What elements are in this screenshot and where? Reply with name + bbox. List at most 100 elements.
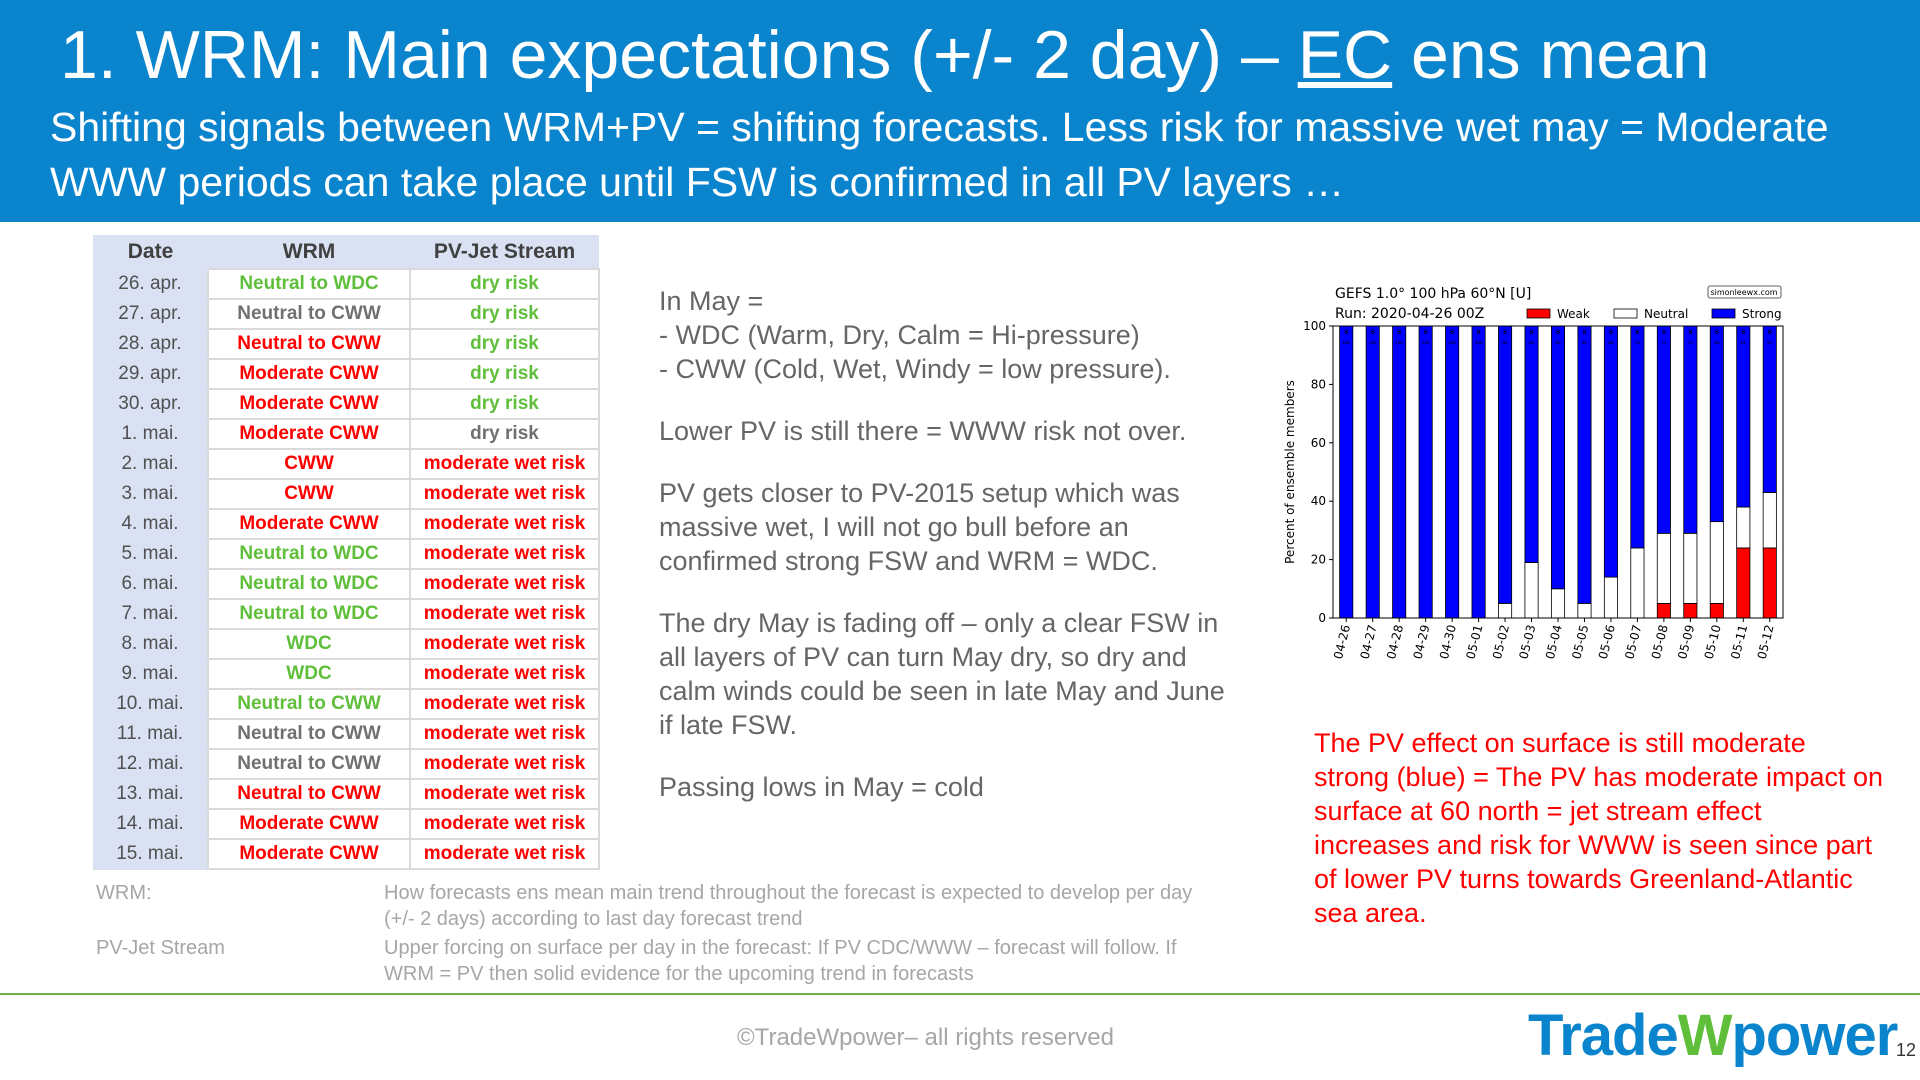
cell-date: 2. mai. xyxy=(93,448,208,480)
title-text-end: ens mean xyxy=(1392,17,1710,93)
table-row: 5. mai. Neutral to WDC moderate wet risk xyxy=(93,538,600,570)
bar-label-letter: S xyxy=(1768,330,1772,336)
bar-strong xyxy=(1656,325,1671,534)
cell-date: 15. mai. xyxy=(93,838,208,870)
footer-divider xyxy=(0,993,1920,995)
analysis-paragraph: In May = - WDC (Warm, Dry, Calm = Hi-pre… xyxy=(659,286,1171,384)
bar-label-value: 100 xyxy=(1395,340,1403,345)
gefs-chart: GEFS 1.0° 100 hPa 60°N [U] Run: 2020-04-2… xyxy=(1283,285,1784,661)
cell-date: 27. apr. xyxy=(93,298,208,330)
cell-pv: dry risk xyxy=(409,358,600,390)
legend-swatch-strong xyxy=(1711,308,1736,319)
cell-date: 26. apr. xyxy=(93,268,208,300)
bar-label-value: 71 xyxy=(1661,340,1667,345)
bar-neutral xyxy=(1577,602,1592,619)
x-tick-label: 05-11 xyxy=(1728,623,1750,660)
bar-label-letter: S xyxy=(1662,330,1666,336)
cell-date: 14. mai. xyxy=(93,808,208,840)
footnote-desc-pv: Upper forcing on surface per day in the … xyxy=(384,937,1177,985)
cell-pv: moderate wet risk xyxy=(409,628,600,660)
chart-title: GEFS 1.0° 100 hPa 60°N [U] xyxy=(1335,286,1531,302)
bar-strong xyxy=(1498,325,1513,604)
bar-label-value: 66 xyxy=(1714,340,1720,345)
y-tick-label: 0 xyxy=(1318,611,1326,625)
table-row: 27. apr. Neutral to CWW dry risk xyxy=(93,298,600,330)
y-tick-label: 40 xyxy=(1311,494,1326,508)
cell-date: 9. mai. xyxy=(93,658,208,690)
x-tick-label: 04-29 xyxy=(1411,623,1433,660)
x-tick-label: 05-03 xyxy=(1516,623,1538,660)
bar-label-letter: S xyxy=(1424,330,1428,336)
bar-strong xyxy=(1550,325,1566,590)
table-row: 15. mai. Moderate CWW moderate wet risk xyxy=(93,838,600,870)
x-tick-label: 05-08 xyxy=(1649,623,1671,660)
cell-pv: moderate wet risk xyxy=(409,808,600,840)
bar-weak xyxy=(1736,547,1751,619)
header-banner: 1. WRM: Main expectations (+/- 2 day) – … xyxy=(0,0,1920,222)
bar-label-letter: S xyxy=(1715,330,1719,336)
bar-label-value: 100 xyxy=(1369,340,1377,345)
table-row: 1. mai. Moderate CWW dry risk xyxy=(93,418,600,450)
slide-title: 1. WRM: Main expectations (+/- 2 day) – … xyxy=(60,16,1710,94)
x-tick-label: 05-07 xyxy=(1622,623,1644,660)
cell-pv: dry risk xyxy=(409,298,600,330)
col-wrm: WRM xyxy=(208,235,410,269)
bar-weak xyxy=(1762,547,1777,619)
bar-label-value: 71 xyxy=(1688,340,1694,345)
cell-wrm: Neutral to CWW xyxy=(207,748,411,780)
bar-neutral xyxy=(1498,602,1513,619)
bar-label-letter: S xyxy=(1503,330,1507,336)
cell-pv: dry risk xyxy=(409,418,600,450)
copyright: ©TradeWpower– all rights reserved xyxy=(737,1024,1114,1051)
bar-label-letter: S xyxy=(1371,330,1375,336)
bar-label-letter: S xyxy=(1582,330,1586,336)
bar-strong xyxy=(1630,325,1645,549)
cell-date: 5. mai. xyxy=(93,538,208,570)
bar-label-value: 61 xyxy=(1741,340,1747,345)
col-pv: PV-Jet Stream xyxy=(410,235,599,269)
table-row: 29. apr. Moderate CWW dry risk xyxy=(93,358,600,390)
legend-swatch-weak xyxy=(1526,308,1551,319)
bar-label-letter: S xyxy=(1530,330,1534,336)
bar-weak xyxy=(1683,602,1698,619)
cell-pv: moderate wet risk xyxy=(409,748,600,780)
cell-wrm: Moderate CWW xyxy=(207,388,411,420)
plot-frame xyxy=(1332,325,1784,619)
cell-date: 10. mai. xyxy=(93,688,208,720)
cell-pv: moderate wet risk xyxy=(409,598,600,630)
cell-date: 11. mai. xyxy=(93,718,208,750)
y-tick-label: 60 xyxy=(1311,436,1326,450)
bar-strong xyxy=(1471,325,1486,619)
cell-pv: dry risk xyxy=(409,388,600,420)
cell-date: 30. apr. xyxy=(93,388,208,420)
table-row: 6. mai. Neutral to WDC moderate wet risk xyxy=(93,568,600,600)
table-row: 2. mai. CWW moderate wet risk xyxy=(93,448,600,480)
forecast-table: Date WRM PV-Jet Stream 26. apr. Neutral t… xyxy=(93,235,600,870)
table-row: 10. mai. Neutral to CWW moderate wet risk xyxy=(93,688,600,720)
bar-label-value: 95 xyxy=(1503,340,1509,345)
analysis-text: In May = - WDC (Warm, Dry, Calm = Hi-pre… xyxy=(659,284,1239,832)
legend-label-strong: Strong xyxy=(1742,307,1782,321)
table-row: 4. mai. Moderate CWW moderate wet risk xyxy=(93,508,600,540)
bar-label-value: 57 xyxy=(1767,340,1773,345)
bar-label-letter: S xyxy=(1397,330,1401,336)
table-row: 7. mai. Neutral to WDC moderate wet risk xyxy=(93,598,600,630)
cell-wrm: Moderate CWW xyxy=(207,358,411,390)
watermark-box xyxy=(1707,285,1782,299)
bar-strong xyxy=(1418,325,1433,619)
commentary-text: The PV effect on surface is still modera… xyxy=(1314,728,1884,928)
table-row: 12. mai. Neutral to CWW moderate wet risk xyxy=(93,748,600,780)
x-tick-label: 05-04 xyxy=(1543,623,1565,660)
cell-date: 7. mai. xyxy=(93,598,208,630)
bar-strong xyxy=(1524,325,1539,563)
y-tick-label: 20 xyxy=(1311,553,1326,567)
bar-label-value: 76 xyxy=(1635,340,1641,345)
bar-neutral xyxy=(1550,588,1566,619)
bar-label-value: 95 xyxy=(1582,340,1588,345)
bar-label-value: 85 xyxy=(1608,340,1614,345)
cell-pv: moderate wet risk xyxy=(409,508,600,540)
bar-label-value: 100 xyxy=(1422,340,1430,345)
legend-swatch-neutral xyxy=(1613,308,1638,319)
table-row: 26. apr. Neutral to WDC dry risk xyxy=(93,268,600,300)
cell-wrm: Neutral to WDC xyxy=(207,538,411,570)
